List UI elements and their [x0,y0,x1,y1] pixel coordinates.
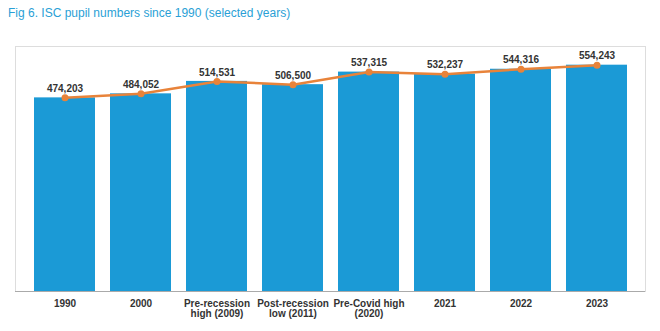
svg-text:2022: 2022 [510,298,533,309]
svg-text:Post-recessionlow (2011): Post-recessionlow (2011) [257,298,329,319]
html-text:Fig 6. ISC pupil numbers since: Fig 6. ISC pupil numbers since 1990 (sel… [8,6,291,20]
svg-text:Pre-recessionhigh (2009): Pre-recessionhigh (2009) [184,298,250,319]
svg-text:532,237: 532,237 [427,59,464,70]
svg-text:Pre-Covid high(2020): Pre-Covid high(2020) [333,298,404,319]
svg-text:2000: 2000 [130,298,153,309]
svg-text:474,203: 474,203 [47,83,84,94]
svg-text:544,316: 544,316 [503,54,540,65]
svg-text:537,315: 537,315 [351,57,388,68]
svg-text:484,052: 484,052 [123,79,160,90]
svg-text:2023: 2023 [586,298,609,309]
svg-text:506,500: 506,500 [275,70,312,81]
svg-text:554,243: 554,243 [579,50,616,61]
svg-text:514,531: 514,531 [199,67,236,78]
svg-text:1990: 1990 [54,298,77,309]
svg-text:2021: 2021 [434,298,457,309]
